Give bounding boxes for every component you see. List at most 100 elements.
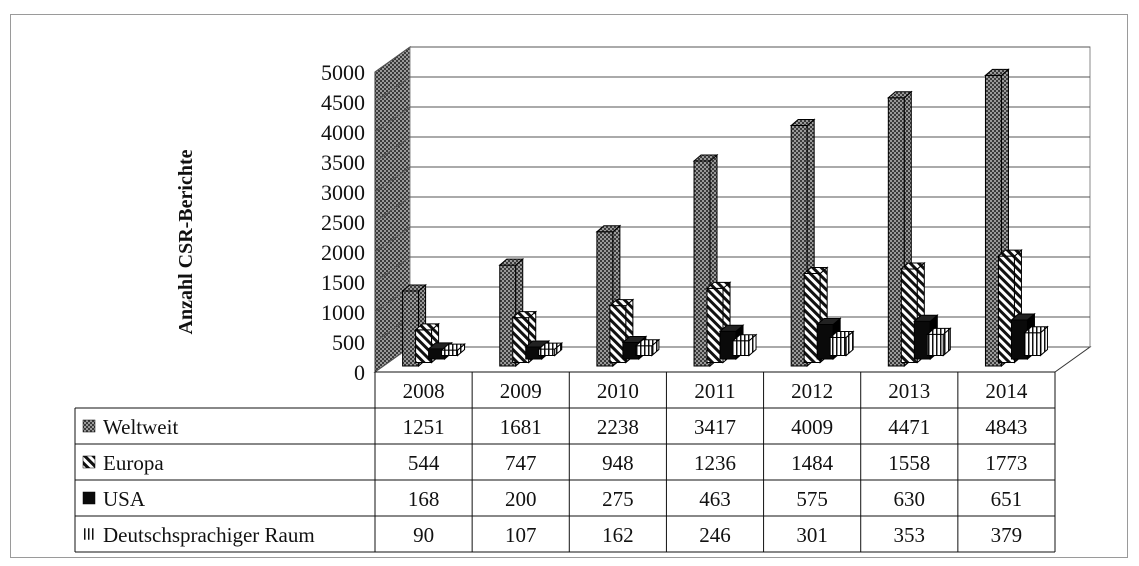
bar-top [705,281,732,289]
bar-top [815,318,842,325]
bar-front [1023,332,1041,357]
data-label: 1236 [694,451,736,475]
bar-top [414,323,440,331]
gridline-side [374,166,411,193]
data-label: 651 [991,487,1023,511]
data-label: 630 [894,487,926,511]
data-label: 200 [505,487,537,511]
legend-key [82,527,96,541]
data-label: 301 [796,523,828,547]
bar [634,338,661,357]
data-label: 275 [602,487,634,511]
data-label: 1484 [791,451,834,475]
legend-label: USA [103,487,146,511]
data-label: 747 [505,451,537,475]
bar-top [925,327,952,335]
legend-label: Europa [103,451,164,475]
bar-top [899,262,926,270]
data-label: 3417 [694,415,736,439]
data-label: 379 [991,523,1023,547]
legend-key [82,419,96,433]
y-tick-label: 2500 [321,210,365,235]
data-label: 107 [505,523,537,547]
bar [1023,325,1049,357]
x-tick-label: 2010 [597,379,639,403]
bar-top [511,311,538,319]
bar-top [789,118,816,126]
bar-front [926,333,944,357]
bar-top [1010,313,1036,321]
gridline-side [374,136,411,163]
data-label: 544 [408,451,440,475]
bar-top [692,154,719,162]
bar [925,327,952,357]
data-label: 463 [699,487,731,511]
bar-front [635,345,653,356]
bar-top [537,342,564,350]
x-tick-label: 2009 [500,379,542,403]
bar-top [595,225,622,233]
gridline-side [374,76,411,103]
data-label: 1251 [403,415,445,439]
gridline-side [374,256,411,283]
data-label: 4009 [791,415,833,439]
x-tick-label: 2014 [985,379,1028,403]
gridline-side [374,196,411,223]
data-label: 4471 [888,415,930,439]
bar-top [731,334,758,342]
bar [828,330,855,357]
bar [511,310,538,364]
bar [440,343,466,357]
bar-top [634,339,661,347]
bar [731,333,758,357]
data-label: 948 [602,451,634,475]
bar-top [498,258,525,266]
legend-label: Deutschsprachiger Raum [103,523,315,547]
y-axis-label: Anzahl CSR-Berichte [175,149,197,334]
bar-top [886,91,913,99]
y-tick-label: 3000 [321,180,365,205]
bar-top [984,68,1010,76]
legend-key [82,455,96,469]
y-tick-label: 1000 [321,300,365,325]
y-tick-label: 1500 [321,270,365,295]
bar-top [802,266,829,274]
bar-top [440,343,466,351]
y-tick-label: 500 [332,330,365,355]
bar [815,317,842,361]
gridline-side [374,106,411,133]
data-label: 1773 [985,451,1027,475]
bar-top [997,249,1023,257]
data-label: 90 [413,523,434,547]
legend-key [82,491,96,505]
bar [537,341,564,357]
data-label: 2238 [597,415,639,439]
x-tick-label: 2013 [888,379,930,403]
data-label: 168 [408,487,440,511]
data-label: 575 [796,487,828,511]
data-label: 162 [602,523,634,547]
y-tick-label: 5000 [321,60,365,85]
bar-top [621,336,648,343]
data-label: 1558 [888,451,930,475]
gridline-side [374,226,411,253]
y-tick-label: 0 [354,360,365,385]
y-tick-label: 4000 [321,120,365,145]
bar-top [912,314,939,322]
bar-front [732,340,750,356]
bar-front [441,349,459,357]
bar-front [538,348,556,356]
bar-top [608,299,635,307]
bar-top [718,324,745,332]
bar-top [1023,326,1049,334]
y-tick-label: 2000 [321,240,365,265]
x-tick-label: 2011 [694,379,735,403]
legend-label: Weltweit [103,415,178,439]
bar-top [828,330,855,338]
y-tick-label: 3500 [321,150,365,175]
bar-top [401,284,427,292]
data-label: 353 [894,523,926,547]
gridline-side [374,46,411,73]
data-label: 1681 [500,415,542,439]
